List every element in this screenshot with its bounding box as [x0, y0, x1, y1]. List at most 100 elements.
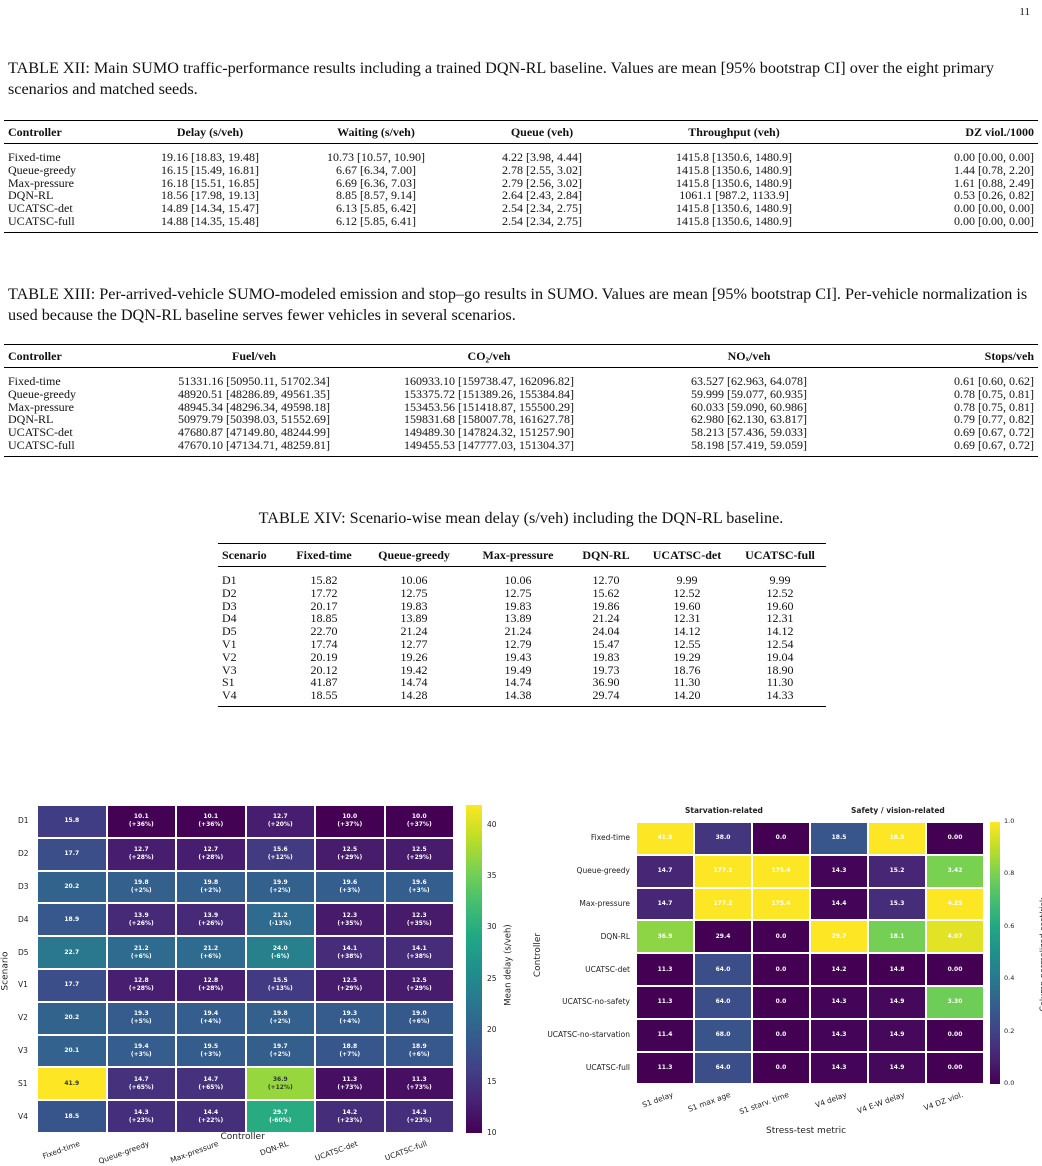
table-cell: UCATSC-full — [8, 213, 75, 228]
table-cell: D5 — [222, 624, 237, 639]
heatmap-cell: 11.3 (+73%) — [384, 1067, 454, 1101]
colorbar-tick: 0.0 — [1004, 1079, 1015, 1088]
table-cell: 6.13 [5.85, 6.42] — [336, 201, 416, 216]
table-cell: D4 — [222, 611, 237, 626]
colorbar-tick: 0.8 — [1004, 869, 1015, 878]
cell-value: 19.0 — [411, 1010, 427, 1018]
table-cell: 0.00 [0.00, 0.00] — [954, 213, 1034, 228]
table-cell: 19.49 — [504, 662, 532, 677]
y-tick-label: D4 — [18, 914, 29, 924]
colorbar — [990, 822, 1000, 1085]
heatmap-cell: 13.9 (+26%) — [176, 903, 246, 937]
cell-value: 19.3 — [342, 1010, 358, 1018]
table-cell: Max-pressure — [8, 399, 74, 414]
heatmap-cell: 14.3 — [810, 1018, 868, 1052]
cell-value: 10.1 — [203, 813, 219, 821]
heatmap-cell: 14.7 — [636, 887, 694, 921]
table13-header: Stops/veh — [984, 348, 1034, 363]
table-cell: 15.47 — [592, 636, 620, 651]
heatmap-cell: 18.5 — [868, 822, 926, 855]
table13-header: Fuel/veh — [232, 348, 276, 363]
table-cell: 62.980 [62.130, 63.817] — [691, 412, 807, 427]
table-cell: 19.86 — [592, 598, 620, 613]
heatmap-cell: 14.9 — [868, 1051, 926, 1085]
heatmap-cell: 11.4 — [636, 1018, 694, 1052]
cell-delta: (+35%) — [406, 919, 432, 927]
table-cell: 1415.8 [1350.6, 1480.9] — [676, 162, 792, 177]
table14-caption: TABLE XIV: Scenario-wise mean delay (s/v… — [258, 509, 784, 527]
cell-value: 12.7 — [272, 813, 288, 821]
table-row: V1 17.74 12.77 12.79 15.47 12.55 12.54 — [218, 638, 826, 651]
colorbar-tick: 35 — [487, 870, 497, 880]
table-cell: 2.64 [2.43, 2.84] — [502, 188, 582, 203]
cell-delta: (-60%) — [269, 1116, 292, 1124]
heatmap-cell: 0.00 — [926, 1018, 984, 1052]
table-row: Fixed-time 51331.16 [50950.11, 51702.34] 1… — [4, 368, 1038, 388]
table-cell: 1415.8 [1350.6, 1480.9] — [676, 175, 792, 190]
table-cell: 19.42 — [400, 662, 428, 677]
cell-delta: (+3%) — [339, 886, 361, 894]
heatmap-cell: 14.9 — [868, 1018, 926, 1052]
heatmap-cell: 64.0 — [694, 986, 752, 1019]
table-row: D3 20.17 19.83 19.83 19.86 19.60 19.60 — [218, 598, 826, 613]
heatmap-cell: 14.3 — [810, 1051, 868, 1085]
heatmap-cell: 64.0 — [694, 1051, 752, 1085]
cell-value: 64.0 — [715, 965, 731, 973]
cell-delta: (+12%) — [267, 1083, 293, 1091]
colorbar-tick: 1.0 — [1004, 817, 1015, 825]
heatmap-cell: 19.7 (+2%) — [245, 1034, 315, 1068]
table-cell: 12.77 — [400, 636, 428, 651]
table-cell: 14.33 — [766, 688, 794, 703]
cell-value: 0.0 — [775, 834, 787, 842]
cell-value: 15.8 — [64, 817, 80, 825]
group-separator — [809, 822, 811, 1085]
cell-delta: (+26%) — [128, 919, 154, 927]
table-cell: 48945.34 [48296.34, 49598.18] — [178, 399, 330, 414]
cell-delta: (+4%) — [200, 1018, 222, 1026]
y-tick-label: Queue-greedy — [576, 866, 630, 876]
cell-value: 14.7 — [657, 899, 673, 907]
table12-header: Controller — [8, 124, 62, 139]
heatmap-cell: 10.0 (+37%) — [315, 805, 385, 838]
table-cell: D3 — [222, 598, 237, 613]
cell-value: 177.2 — [713, 899, 733, 907]
cell-value: 14.3 — [133, 1108, 149, 1116]
heatmap-cell: 19.3 (+5%) — [106, 1001, 176, 1035]
heatmap-cell: 19.0 (+6%) — [384, 1001, 454, 1035]
heatmap-cell: 19.8 (+2%) — [245, 1001, 315, 1035]
cell-delta: (+73%) — [337, 1083, 363, 1091]
table12-header: Queue (veh) — [510, 124, 574, 139]
table-cell: 1415.8 [1350.6, 1480.9] — [676, 201, 792, 216]
table14-header: Max-pressure — [482, 547, 554, 562]
heatmap-cell: 14.2 — [810, 953, 868, 986]
y-tick-label: V2 — [18, 1013, 28, 1023]
cell-value: 0.00 — [947, 1063, 963, 1071]
cell-value: 18.9 — [411, 1042, 427, 1050]
cell-value: 36.9 — [272, 1075, 288, 1083]
cell-delta: (+13%) — [267, 985, 293, 993]
cell-value: 12.5 — [342, 977, 358, 985]
cell-value: 14.7 — [203, 1075, 219, 1083]
table-cell: V1 — [222, 636, 237, 651]
heatmap-cell: 19.6 (+3%) — [315, 870, 385, 904]
table-cell: 10.06 — [504, 573, 532, 587]
cell-delta: (+3%) — [408, 886, 430, 894]
x-tick-label: S1 max age — [687, 1090, 733, 1115]
cell-value: 12.5 — [342, 846, 358, 854]
table-cell: 18.56 [17.98, 19.13] — [161, 188, 259, 203]
cell-delta: (+36%) — [198, 821, 224, 829]
table-row: DQN-RL 50979.79 [50398.03, 51552.69] 15983… — [4, 413, 1038, 426]
table-cell: 1.61 [0.88, 2.49] — [954, 175, 1034, 190]
table-cell: 14.74 — [400, 675, 428, 690]
colorbar-tick: 20 — [487, 1025, 497, 1035]
cell-value: 3.42 — [947, 867, 963, 875]
table14-header: UCATSC-det — [652, 547, 722, 562]
heatmap-cell: 12.7 (+28%) — [106, 837, 176, 871]
table-cell: 0.79 [0.77, 0.82] — [954, 412, 1034, 427]
cell-delta: (+12%) — [267, 854, 293, 862]
table12: Controller Delay (s/veh) Waiting (s/veh) Qu… — [4, 120, 1038, 233]
table-cell: 19.83 — [592, 649, 620, 664]
table-cell: 58.198 [57.419, 59.059] — [691, 437, 807, 452]
y-tick-label: D1 — [18, 816, 29, 826]
y-tick-label: V3 — [18, 1046, 28, 1055]
